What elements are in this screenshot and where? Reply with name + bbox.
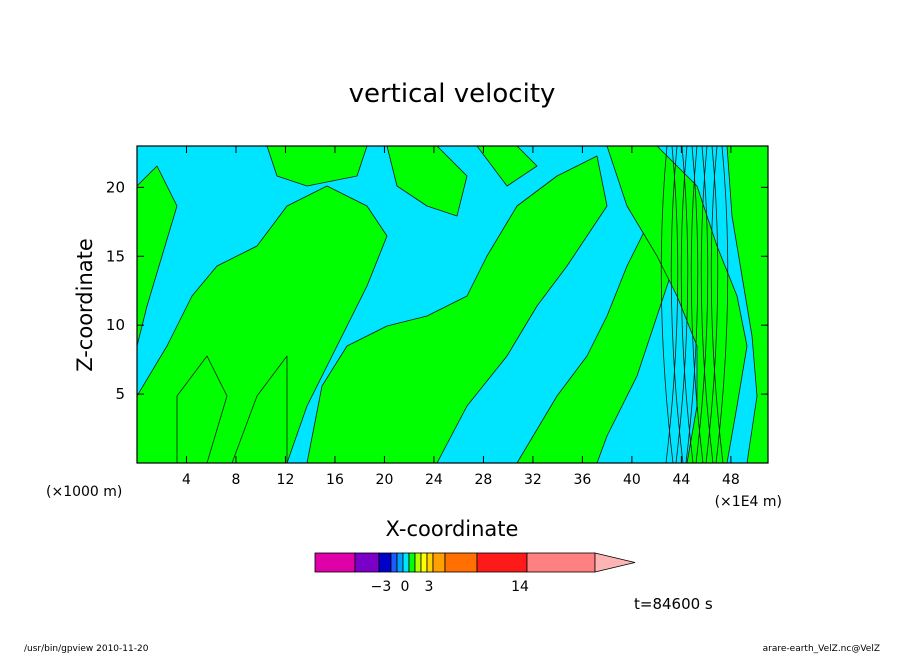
contour-line-7	[690, 146, 704, 463]
colorbar-segment-14	[526, 552, 596, 573]
colorbar-labels: −3 0 3 14	[371, 579, 529, 595]
colorbar-segment-11	[432, 552, 446, 573]
colorbar-segment-13	[476, 552, 528, 573]
y-axis-label: Z-coordinate	[73, 238, 97, 372]
x-tick-label-7: 28	[475, 472, 493, 488]
contour-line-6	[685, 146, 699, 463]
positive-region-9	[726, 146, 768, 463]
x-tick-label-6: 24	[425, 472, 443, 488]
contour-line-1	[660, 146, 674, 463]
colorbar-segment-2	[354, 552, 380, 573]
contour-line-4	[675, 146, 689, 463]
colorbar-label-4: 14	[511, 579, 529, 595]
x-tick-label-1: 4	[182, 472, 191, 488]
contour-line-10	[705, 146, 719, 463]
positive-region-6	[476, 146, 538, 187]
positive-region-10	[266, 146, 368, 187]
colorbar-label-2: 0	[401, 579, 410, 595]
contour-line-8	[695, 146, 709, 463]
y-tick-label-4: 20	[106, 178, 125, 196]
x-tick-label-3: 12	[277, 472, 295, 488]
y-axis-ticks: 5 10 15 20	[106, 178, 768, 403]
positive-region-8	[606, 146, 748, 463]
contour-line-2	[665, 146, 679, 463]
footer-right: arare-earth_VelZ.nc@VelZ	[763, 644, 880, 654]
colorbar-segment-1	[314, 552, 356, 573]
positive-region-11	[176, 355, 228, 463]
x-tick-label-10: 40	[623, 472, 641, 488]
colorbar-segment-12	[444, 552, 478, 573]
positive-region-1	[137, 165, 178, 347]
x-tick-label-5: 20	[376, 472, 394, 488]
contour-line-12	[715, 146, 729, 463]
x-unit-left: (×1000 m)	[46, 484, 122, 500]
colorbar-segment-5	[396, 552, 404, 573]
x-tick-label-9: 36	[573, 472, 591, 488]
x-tick-label-8: 32	[524, 472, 542, 488]
x-tick-label-12: 48	[722, 472, 740, 488]
colorbar-label-1: −3	[371, 579, 392, 595]
footer-left: /usr/bin/gpview 2010-11-20	[24, 644, 149, 654]
colorbar-segment-8	[414, 552, 422, 573]
colorbar-arrow	[594, 552, 636, 573]
positive-region-3	[231, 355, 288, 463]
contour-line-11	[710, 146, 724, 463]
x-tick-label-4: 16	[326, 472, 344, 488]
x-tick-label-2: 8	[232, 472, 241, 488]
y-tick-label-3: 15	[106, 247, 125, 265]
contour-line-5	[680, 146, 694, 463]
y-tick-label-1: 5	[115, 385, 125, 403]
positive-region-5	[386, 146, 468, 217]
contour-line-9	[700, 146, 714, 463]
colorbar-segment-7	[408, 552, 416, 573]
chart-title: vertical velocity	[349, 79, 556, 109]
x-unit-right: (×1E4 m)	[715, 494, 782, 510]
colorbar-segment-4	[390, 552, 398, 573]
colorbar-segment-6	[402, 552, 410, 573]
plot-frame	[136, 145, 769, 464]
positive-region-4	[306, 155, 608, 463]
colorbar-segment-3	[378, 552, 392, 573]
x-axis-label: X-coordinate	[386, 517, 519, 541]
colorbar	[314, 552, 636, 573]
y-tick-label-2: 10	[106, 316, 125, 334]
colorbar-label-3: 3	[425, 579, 434, 595]
colorbar-segment-9	[420, 552, 428, 573]
x-axis-ticks: 4 8 12 16 20 24 28 32 36 40 44 48	[182, 146, 740, 488]
colorbar-segment-10	[426, 552, 434, 573]
time-label: t=84600 s	[634, 595, 713, 613]
x-tick-label-11: 44	[672, 472, 690, 488]
contour-line-3	[670, 146, 684, 463]
